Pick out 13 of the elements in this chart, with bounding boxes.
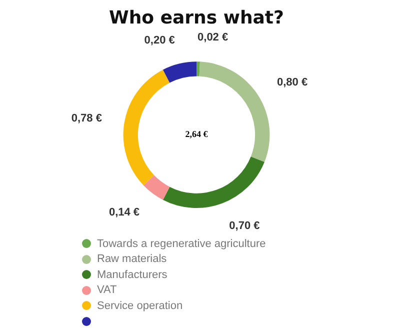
text: 2,64 €	[185, 129, 208, 140]
legend-label: Towards a regenerative agriculture	[97, 238, 266, 250]
legend-label: Manufacturers	[97, 268, 168, 281]
data-label: 0,20 €	[144, 34, 175, 46]
data-label: 0,70 €	[229, 220, 260, 232]
data-label: 0,02 €	[198, 32, 228, 44]
legend-label: VAT	[97, 284, 117, 296]
legend-label: Raw materials	[97, 253, 167, 266]
chart-title: Who earns what?	[109, 7, 284, 28]
data-label: 0,78 €	[71, 112, 102, 125]
data-label: 0,14 €	[108, 206, 140, 219]
legend-label: Service operation	[97, 300, 183, 312]
data-label: 0,80 €	[276, 76, 308, 88]
